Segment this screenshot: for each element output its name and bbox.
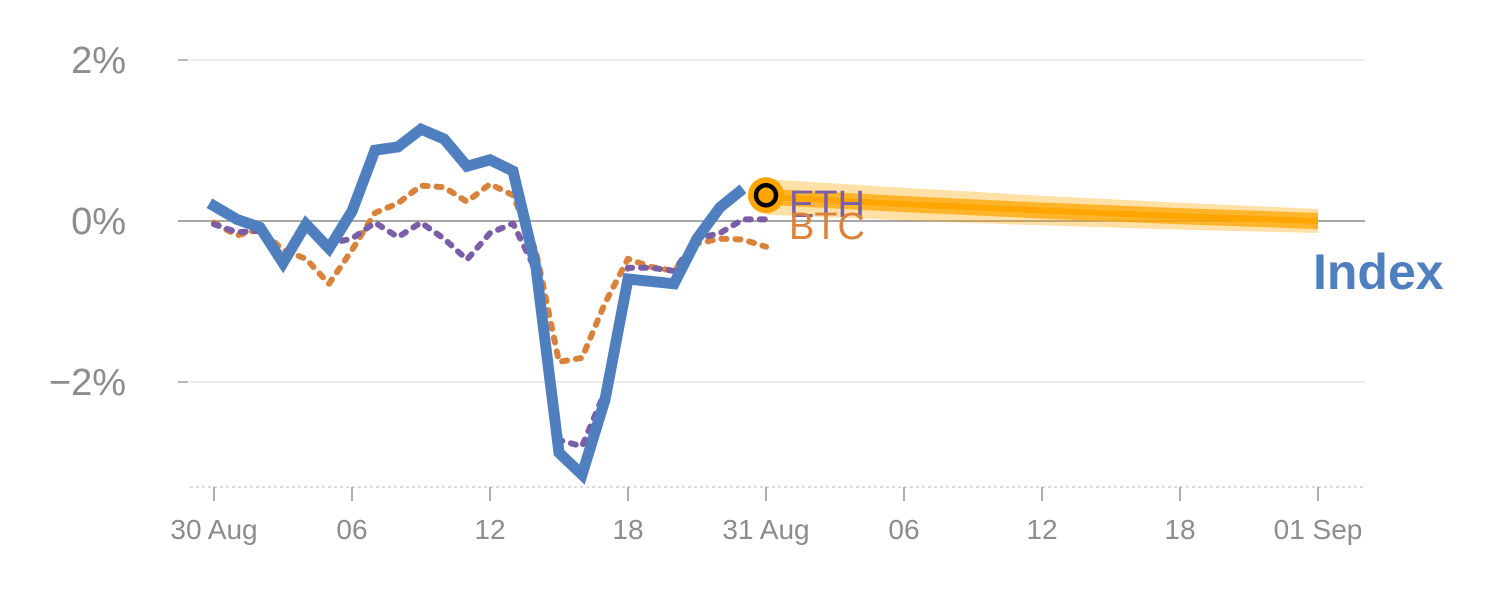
y-tick-label: 2% (71, 40, 126, 82)
x-tick-label: 06 (336, 514, 367, 545)
current-point-marker-outer (748, 177, 784, 214)
x-tick-label: 30 Aug (170, 514, 257, 545)
index-series-line (206, 122, 747, 485)
eth-series-label: ETH (789, 184, 865, 226)
x-tick-label: 12 (474, 514, 505, 545)
btc-series-line (211, 181, 769, 365)
x-tick-label: 12 (1026, 514, 1057, 545)
x-tick-label: 18 (1164, 514, 1195, 545)
x-tick-label: 18 (612, 514, 643, 545)
current-point-marker-ring (753, 182, 779, 208)
x-tick-label: 31 Aug (722, 514, 809, 545)
index-series-label: Index (1313, 244, 1444, 300)
btc-series-label: BTC (789, 206, 865, 248)
forecast-line (765, 193, 1319, 224)
y-tick-label: −2% (49, 362, 126, 404)
x-tick-label: 06 (888, 514, 919, 545)
y-tick-label: 0% (71, 201, 126, 243)
eth-series-line (211, 216, 769, 450)
x-tick-label: 01 Sep (1274, 514, 1363, 545)
